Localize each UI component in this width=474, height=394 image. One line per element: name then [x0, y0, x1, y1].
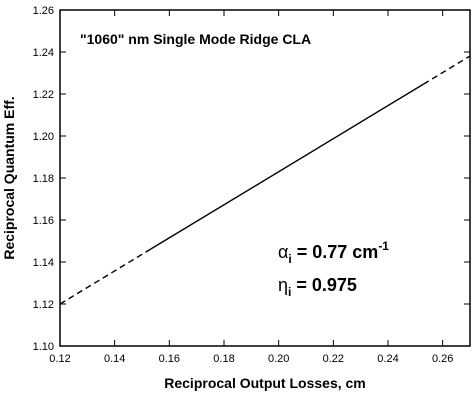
annotation-text: = 0.77 cm: [297, 242, 379, 262]
annotation-symbol: α: [278, 242, 288, 262]
y-tick-label: 1.26: [33, 5, 54, 17]
y-tick-label: 1.20: [33, 131, 54, 143]
plot-frame: [59, 9, 471, 347]
x-tick-label: 0.26: [432, 353, 453, 365]
y-tick-label: 1.16: [33, 215, 54, 227]
line: [59, 248, 151, 305]
x-tick-label: 0.14: [104, 353, 125, 365]
line: [423, 55, 471, 85]
x-tick-label: 0.22: [323, 353, 344, 365]
y-tick-label: 1.24: [33, 47, 54, 59]
y-tick-label: 1.22: [33, 89, 54, 101]
x-tick-label: 0.16: [159, 353, 180, 365]
line: [149, 83, 424, 250]
annotation-superscript: -1: [378, 239, 389, 253]
x-tick-label: 0.18: [213, 353, 234, 365]
x-tick-label: 0.20: [268, 353, 289, 365]
x-tick-label: 0.24: [377, 353, 398, 365]
x-axis-title: Reciprocal Output Losses, cm: [164, 375, 366, 391]
y-tick-label: 1.14: [33, 257, 54, 269]
annotation-symbol: η: [278, 275, 288, 295]
y-tick-label: 1.18: [33, 173, 54, 185]
annotation-text: = 0.975: [296, 275, 357, 295]
y-tick-label: 1.10: [33, 341, 54, 353]
y-tick-label: 1.12: [33, 299, 54, 311]
x-tick-label: 0.12: [49, 353, 70, 365]
chart-title: "1060" nm Single Mode Ridge CLA: [80, 31, 311, 47]
y-axis-title: Reciprocal Quantum Eff.: [1, 96, 17, 259]
annotation-subscript: i: [288, 285, 291, 299]
annotation: ηi = 0.975: [278, 275, 357, 299]
annotation-subscript: i: [288, 252, 291, 266]
annotation: αi = 0.77 cm-1: [278, 239, 389, 266]
